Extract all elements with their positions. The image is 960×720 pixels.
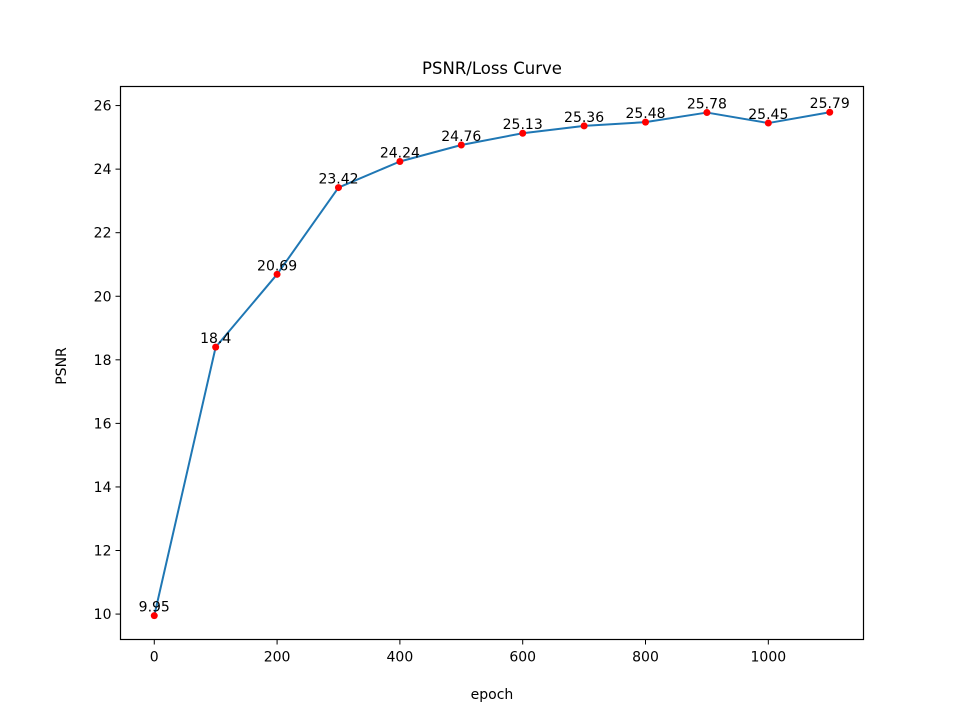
chart-title: PSNR/Loss Curve xyxy=(422,59,562,78)
data-label: 20.69 xyxy=(257,258,297,274)
y-tick-label: 14 xyxy=(94,480,112,496)
plot-frame xyxy=(119,85,865,641)
data-label: 25.13 xyxy=(503,117,543,133)
data-point xyxy=(703,109,711,117)
data-point xyxy=(826,108,834,116)
data-point xyxy=(273,270,281,278)
y-tick-label: 24 xyxy=(94,162,112,178)
data-point xyxy=(212,343,220,351)
x-tick-label: 600 xyxy=(509,650,536,666)
series-group: 9.95 18.4 20.69 23.42 24.24 24.76 25.13 25.36 25… xyxy=(139,96,850,620)
y-tick-label: 10 xyxy=(94,607,112,623)
data-label: 25.36 xyxy=(564,110,604,126)
y-tick-label: 12 xyxy=(94,544,112,560)
data-point xyxy=(764,119,772,127)
x-tick-label: 800 xyxy=(632,650,659,666)
x-tick-label: 200 xyxy=(264,650,291,666)
x-tick-label: 0 xyxy=(150,650,159,666)
series-line xyxy=(153,111,830,616)
data-label: 24.24 xyxy=(380,146,420,162)
y-axis-label: PSNR xyxy=(54,347,70,385)
data-label: 25.48 xyxy=(625,106,665,122)
data-label: 9.95 xyxy=(139,600,170,616)
y-tick-label: 18 xyxy=(94,353,112,369)
x-axis-label: epoch xyxy=(471,687,514,703)
data-point xyxy=(334,184,342,192)
data-point xyxy=(642,118,650,126)
data-point xyxy=(150,612,158,620)
y-tick-label: 22 xyxy=(94,226,112,242)
x-tick-label: 1000 xyxy=(751,650,787,666)
data-label: 25.78 xyxy=(687,97,727,113)
data-point xyxy=(396,158,404,166)
data-point xyxy=(519,129,527,137)
data-point xyxy=(457,141,465,149)
y-tick-label: 16 xyxy=(94,416,112,432)
data-label: 23.42 xyxy=(318,172,358,188)
data-point xyxy=(580,122,588,130)
axis-ticks: 0 200 400 600 800 1000 10 12 14 16 18 20 22 24 26 xyxy=(94,99,786,666)
data-label: 25.45 xyxy=(748,107,788,123)
data-label: 25.79 xyxy=(810,96,850,112)
data-label: 24.76 xyxy=(441,129,481,145)
y-tick-label: 26 xyxy=(94,99,112,115)
x-tick-label: 400 xyxy=(387,650,414,666)
data-label: 18.4 xyxy=(200,331,231,347)
y-tick-label: 20 xyxy=(94,289,112,305)
